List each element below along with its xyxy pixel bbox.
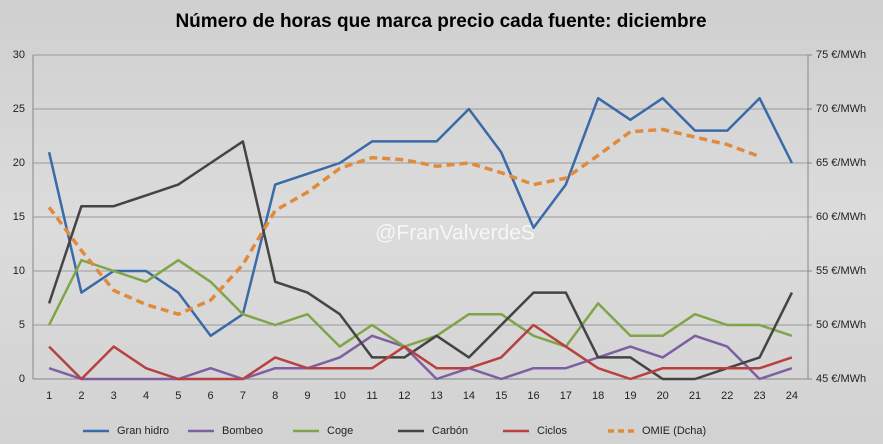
legend-label: Coge [327, 425, 353, 437]
series-line [48, 323, 793, 381]
x-tick-label: 22 [721, 390, 733, 402]
series-line [47, 96, 794, 338]
x-tick-label: 4 [143, 390, 149, 402]
legend-label: Gran hidro [117, 425, 169, 437]
x-tick-label: 14 [463, 390, 475, 402]
chart-title: Número de horas que marca precio cada fu… [175, 11, 706, 32]
x-tick-label: 20 [657, 390, 669, 402]
x-tick-label: 17 [560, 390, 572, 402]
x-tick-label: 8 [272, 390, 278, 402]
y2-tick-label: 65 €/MWh [816, 157, 866, 169]
x-tick-label: 21 [689, 390, 701, 402]
x-tick-label: 2 [78, 390, 84, 402]
y2-tick-label: 50 €/MWh [816, 319, 866, 331]
y-tick-label: 25 [13, 103, 25, 115]
x-tick-label: 15 [495, 390, 507, 402]
series-line [47, 140, 794, 381]
y2-tick-label: 75 €/MWh [816, 49, 866, 61]
y-tick-label: 0 [19, 373, 25, 385]
series-line [48, 334, 793, 381]
x-tick-label: 6 [208, 390, 214, 402]
y-tick-label: 15 [13, 211, 25, 223]
y-tick-label: 5 [19, 319, 25, 331]
x-tick-label: 23 [753, 390, 765, 402]
x-tick-label: 7 [240, 390, 246, 402]
y-tick-label: 20 [13, 157, 25, 169]
x-tick-label: 3 [111, 390, 117, 402]
y-tick-label: 10 [13, 265, 25, 277]
watermark: @FranValverdeS [375, 222, 535, 245]
series-line [47, 127, 761, 316]
x-tick-label: 24 [786, 390, 798, 402]
y-tick-label: 30 [13, 49, 25, 61]
x-tick-label: 5 [175, 390, 181, 402]
x-tick-label: 19 [624, 390, 636, 402]
x-tick-label: 12 [398, 390, 410, 402]
x-tick-label: 11 [366, 390, 377, 402]
legend-label: Ciclos [537, 425, 567, 437]
x-tick-label: 1 [46, 390, 52, 402]
x-tick-label: 9 [304, 390, 310, 402]
series-line [47, 258, 793, 348]
legend-label: OMIE (Dcha) [642, 425, 706, 437]
x-tick-label: 18 [592, 390, 604, 402]
x-tick-label: 10 [334, 390, 346, 402]
y2-tick-label: 60 €/MWh [816, 211, 866, 223]
y2-tick-label: 45 €/MWh [816, 373, 866, 385]
x-tick-label: 13 [431, 390, 443, 402]
legend-label: Bombeo [222, 425, 263, 437]
legend-label: Carbón [432, 425, 468, 437]
y2-tick-label: 55 €/MWh [816, 265, 866, 277]
y2-tick-label: 70 €/MWh [816, 103, 866, 115]
x-tick-label: 16 [527, 390, 539, 402]
